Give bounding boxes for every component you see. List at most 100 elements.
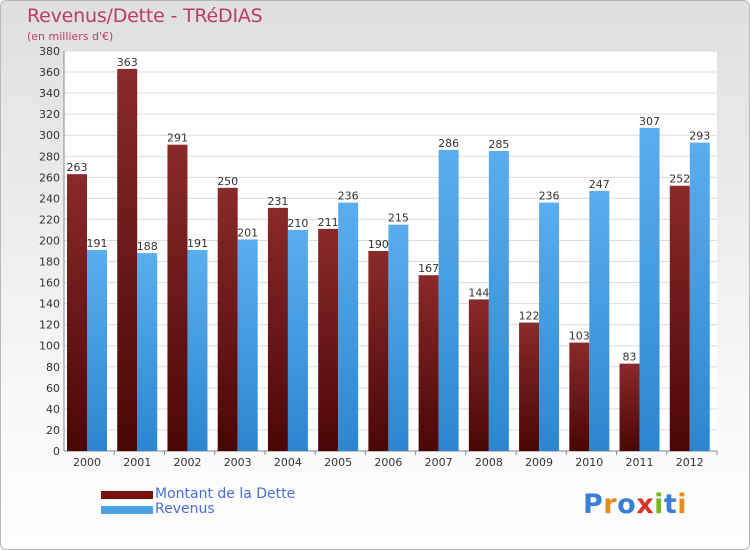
y-tick-label: 160 bbox=[39, 277, 60, 290]
y-tick-label: 180 bbox=[39, 256, 60, 269]
x-tick-label: 2011 bbox=[626, 456, 654, 469]
bar-revenus bbox=[338, 202, 359, 451]
bar-dette bbox=[519, 322, 540, 451]
x-tick-label: 2006 bbox=[374, 456, 402, 469]
bar-revenus bbox=[539, 202, 560, 451]
data-label: 144 bbox=[468, 286, 489, 299]
bar-revenus bbox=[287, 229, 308, 451]
y-tick-label: 300 bbox=[39, 129, 60, 142]
data-label: 285 bbox=[488, 138, 509, 151]
y-tick-label: 340 bbox=[39, 87, 60, 100]
chart-title: Revenus/Dette - TRéDIAS bbox=[27, 5, 263, 27]
y-tick-label: 80 bbox=[46, 361, 60, 374]
data-label: 83 bbox=[623, 351, 637, 364]
legend-item-revenus: Revenus bbox=[101, 502, 295, 517]
logo-letter: t bbox=[663, 489, 678, 520]
bar-dette bbox=[619, 363, 640, 451]
data-label: 291 bbox=[167, 132, 188, 145]
chart-subtitle: (en milliers d'€) bbox=[27, 30, 114, 43]
y-tick-label: 140 bbox=[39, 298, 60, 311]
data-label: 286 bbox=[438, 137, 459, 150]
data-label: 210 bbox=[287, 217, 308, 230]
data-label: 167 bbox=[418, 262, 439, 275]
y-tick-label: 320 bbox=[39, 108, 60, 121]
data-label: 307 bbox=[639, 115, 660, 128]
data-label: 236 bbox=[539, 190, 560, 203]
y-tick-label: 200 bbox=[39, 234, 60, 247]
proxiti-logo: Proxiti bbox=[583, 489, 687, 520]
bar-revenus bbox=[137, 253, 158, 451]
x-tick-label: 2004 bbox=[274, 456, 302, 469]
y-tick-label: 220 bbox=[39, 213, 60, 226]
data-label: 103 bbox=[569, 330, 590, 343]
bar-dette bbox=[368, 251, 389, 451]
logo-letter: i bbox=[677, 489, 688, 520]
logo-letter: i bbox=[654, 489, 664, 520]
data-label: 188 bbox=[137, 240, 158, 253]
bar-revenus bbox=[438, 149, 459, 451]
data-label: 231 bbox=[267, 195, 288, 208]
legend-label-dette: Montant de la Dette bbox=[155, 486, 296, 502]
bar-dette bbox=[569, 342, 590, 451]
bar-revenus bbox=[589, 191, 610, 451]
legend-item-dette: Montant de la Dette bbox=[101, 487, 295, 502]
logo-letter: x bbox=[636, 489, 655, 520]
data-label: 247 bbox=[589, 178, 610, 191]
x-tick-label: 2000 bbox=[73, 456, 101, 469]
y-tick-label: 120 bbox=[39, 319, 60, 332]
logo-letter: P bbox=[583, 489, 604, 520]
data-label: 190 bbox=[368, 238, 389, 251]
bar-revenus bbox=[87, 249, 107, 451]
bar-revenus bbox=[187, 249, 208, 451]
legend-label-revenus: Revenus bbox=[155, 501, 215, 517]
data-label: 250 bbox=[217, 175, 238, 188]
x-tick-label: 2002 bbox=[173, 456, 201, 469]
bar-revenus bbox=[488, 151, 509, 451]
bar-revenus bbox=[639, 127, 660, 451]
bar-dette bbox=[318, 228, 339, 451]
data-label: 122 bbox=[519, 310, 540, 323]
bar-dette bbox=[67, 174, 87, 451]
data-label: 252 bbox=[669, 173, 690, 186]
x-tick-label: 2010 bbox=[575, 456, 603, 469]
x-tick-label: 2008 bbox=[475, 456, 503, 469]
data-label: 363 bbox=[117, 56, 138, 69]
bar-dette bbox=[117, 68, 138, 451]
x-tick-label: 2005 bbox=[324, 456, 352, 469]
x-tick-label: 2012 bbox=[676, 456, 704, 469]
bar-dette bbox=[468, 299, 489, 451]
legend-swatch-revenus bbox=[101, 505, 153, 514]
data-label: 201 bbox=[237, 226, 258, 239]
x-tick-label: 2001 bbox=[123, 456, 151, 469]
bar-revenus bbox=[237, 239, 258, 451]
y-tick-label: 60 bbox=[46, 382, 60, 395]
bar-dette bbox=[167, 144, 188, 451]
y-tick-label: 260 bbox=[39, 171, 60, 184]
y-tick-label: 100 bbox=[39, 340, 60, 353]
data-label: 263 bbox=[67, 161, 88, 174]
bar-revenus bbox=[388, 224, 409, 451]
y-tick-label: 280 bbox=[39, 150, 60, 163]
y-tick-label: 240 bbox=[39, 192, 60, 205]
bar-dette bbox=[418, 275, 439, 451]
data-label: 211 bbox=[318, 216, 339, 229]
legend-swatch-dette bbox=[101, 490, 153, 499]
bar-revenus bbox=[689, 142, 710, 451]
data-label: 191 bbox=[187, 237, 208, 250]
logo-letter: o bbox=[617, 489, 637, 520]
y-tick-label: 380 bbox=[39, 45, 60, 58]
x-tick-label: 2009 bbox=[525, 456, 553, 469]
y-tick-label: 20 bbox=[46, 424, 60, 437]
bar-dette bbox=[217, 187, 238, 451]
x-tick-label: 2007 bbox=[425, 456, 453, 469]
y-tick-label: 0 bbox=[53, 445, 60, 458]
data-label: 293 bbox=[689, 130, 710, 143]
x-tick-label: 2003 bbox=[224, 456, 252, 469]
bar-dette bbox=[669, 185, 690, 451]
data-label: 191 bbox=[87, 237, 108, 250]
data-label: 236 bbox=[338, 190, 359, 203]
data-label: 215 bbox=[388, 212, 409, 225]
legend: Montant de la Dette Revenus bbox=[101, 487, 295, 517]
